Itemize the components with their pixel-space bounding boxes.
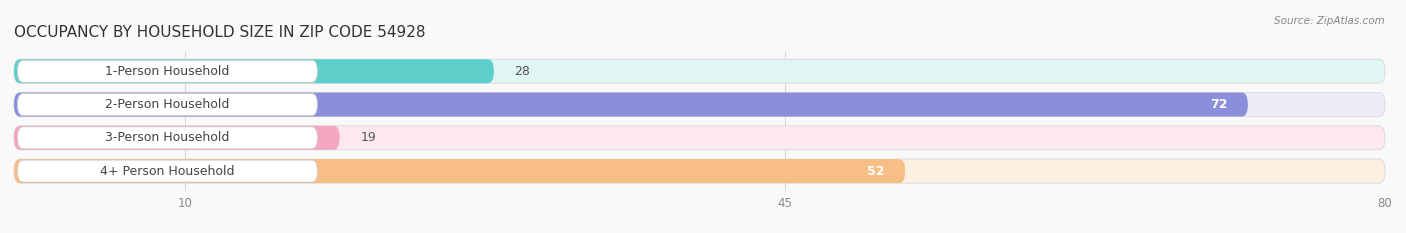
- Text: 52: 52: [868, 164, 884, 178]
- FancyBboxPatch shape: [14, 93, 1385, 116]
- FancyBboxPatch shape: [14, 59, 1385, 83]
- FancyBboxPatch shape: [14, 93, 1249, 116]
- FancyBboxPatch shape: [14, 126, 340, 150]
- Text: 28: 28: [515, 65, 530, 78]
- Text: 3-Person Household: 3-Person Household: [105, 131, 229, 144]
- FancyBboxPatch shape: [17, 127, 318, 149]
- Text: 2-Person Household: 2-Person Household: [105, 98, 229, 111]
- Text: Source: ZipAtlas.com: Source: ZipAtlas.com: [1274, 16, 1385, 26]
- FancyBboxPatch shape: [14, 159, 1385, 183]
- Text: 72: 72: [1209, 98, 1227, 111]
- Text: 1-Person Household: 1-Person Household: [105, 65, 229, 78]
- FancyBboxPatch shape: [14, 159, 905, 183]
- Text: 4+ Person Household: 4+ Person Household: [100, 164, 235, 178]
- FancyBboxPatch shape: [17, 60, 318, 82]
- FancyBboxPatch shape: [14, 59, 494, 83]
- Text: 19: 19: [360, 131, 375, 144]
- FancyBboxPatch shape: [17, 93, 318, 116]
- FancyBboxPatch shape: [17, 160, 318, 182]
- FancyBboxPatch shape: [14, 126, 1385, 150]
- Text: OCCUPANCY BY HOUSEHOLD SIZE IN ZIP CODE 54928: OCCUPANCY BY HOUSEHOLD SIZE IN ZIP CODE …: [14, 25, 426, 40]
